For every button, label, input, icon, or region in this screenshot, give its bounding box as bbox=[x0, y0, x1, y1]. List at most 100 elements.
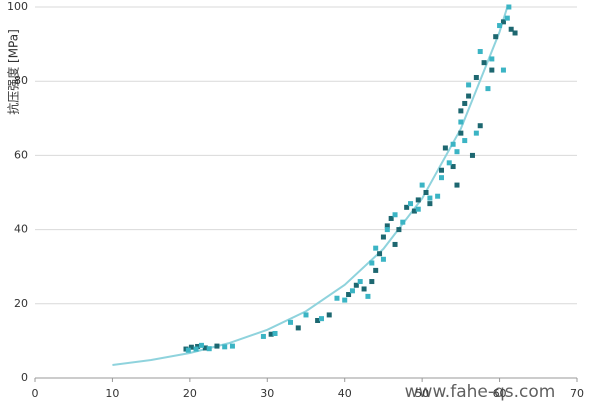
point bbox=[458, 108, 464, 114]
y-tick-label: 20 bbox=[14, 297, 28, 310]
y-tick-label: 100 bbox=[7, 0, 28, 13]
point bbox=[198, 342, 204, 348]
point bbox=[326, 312, 332, 318]
point bbox=[384, 223, 390, 229]
point bbox=[202, 345, 208, 351]
point bbox=[408, 201, 414, 207]
point bbox=[489, 56, 495, 62]
point bbox=[373, 267, 379, 273]
point bbox=[369, 279, 375, 285]
point bbox=[415, 197, 421, 203]
point bbox=[473, 130, 479, 136]
point bbox=[439, 175, 444, 181]
y-tick-label: 80 bbox=[14, 74, 28, 87]
point bbox=[466, 93, 472, 99]
y-tick-label: 40 bbox=[14, 223, 28, 236]
point bbox=[380, 234, 386, 240]
point bbox=[454, 149, 460, 155]
point bbox=[466, 82, 472, 88]
point bbox=[473, 74, 479, 80]
point bbox=[195, 343, 201, 349]
point bbox=[489, 67, 495, 73]
point bbox=[500, 67, 506, 73]
point bbox=[346, 292, 352, 298]
point bbox=[272, 330, 278, 336]
point bbox=[454, 182, 460, 188]
point bbox=[458, 119, 464, 125]
point bbox=[349, 288, 355, 294]
point bbox=[388, 215, 394, 221]
point bbox=[400, 219, 406, 225]
point bbox=[357, 279, 363, 285]
point bbox=[288, 319, 294, 325]
point bbox=[415, 206, 421, 212]
x-tick-label: 20 bbox=[183, 387, 197, 400]
point bbox=[439, 167, 444, 173]
point bbox=[435, 193, 441, 199]
point bbox=[222, 344, 228, 350]
point bbox=[427, 201, 433, 207]
x-tick-label: 0 bbox=[32, 387, 39, 400]
point bbox=[361, 286, 367, 292]
point bbox=[365, 293, 371, 299]
point bbox=[396, 227, 402, 233]
point bbox=[377, 251, 383, 257]
x-tick-label: 40 bbox=[338, 387, 352, 400]
point bbox=[411, 208, 417, 214]
point bbox=[508, 26, 514, 32]
point bbox=[477, 49, 483, 55]
fit-curve bbox=[112, 6, 509, 367]
x-tick-label: 60 bbox=[493, 387, 507, 400]
point bbox=[260, 333, 266, 339]
point bbox=[342, 297, 348, 303]
x-tick-label: 50 bbox=[415, 387, 429, 400]
point bbox=[214, 343, 220, 349]
x-tick-label: 10 bbox=[105, 387, 119, 400]
point bbox=[506, 4, 512, 10]
point bbox=[295, 325, 301, 331]
y-axis-title: 抗压强度 [MPa] bbox=[6, 29, 21, 115]
point bbox=[442, 145, 448, 151]
point bbox=[450, 141, 456, 147]
point bbox=[504, 15, 510, 21]
point bbox=[380, 256, 386, 262]
point bbox=[419, 182, 425, 188]
point bbox=[458, 130, 464, 136]
point bbox=[193, 346, 199, 352]
point bbox=[206, 346, 212, 352]
point bbox=[392, 241, 398, 247]
point bbox=[450, 164, 456, 170]
point bbox=[485, 86, 491, 92]
x-tick-label: 30 bbox=[260, 387, 274, 400]
point bbox=[384, 227, 390, 233]
point bbox=[404, 204, 410, 210]
y-tick-label: 60 bbox=[14, 148, 28, 161]
point bbox=[462, 100, 468, 106]
point bbox=[229, 343, 235, 349]
point bbox=[497, 23, 503, 29]
point bbox=[315, 317, 321, 323]
y-tick-label: 0 bbox=[21, 371, 28, 384]
point bbox=[268, 331, 274, 337]
point bbox=[493, 34, 499, 40]
watermark: www.fahe-qs.com bbox=[405, 382, 556, 402]
point bbox=[500, 19, 506, 25]
point bbox=[318, 316, 324, 322]
point bbox=[369, 260, 375, 266]
point bbox=[334, 295, 340, 301]
point bbox=[353, 282, 359, 288]
point bbox=[481, 60, 487, 66]
point bbox=[423, 190, 429, 195]
point bbox=[462, 138, 468, 144]
point bbox=[446, 160, 452, 166]
point bbox=[373, 245, 379, 251]
point bbox=[427, 195, 433, 201]
x-tick-label: 70 bbox=[570, 387, 584, 400]
point bbox=[188, 344, 194, 350]
point bbox=[469, 152, 475, 158]
point bbox=[512, 30, 518, 36]
point bbox=[303, 312, 309, 318]
point bbox=[392, 212, 398, 218]
point bbox=[477, 123, 483, 129]
